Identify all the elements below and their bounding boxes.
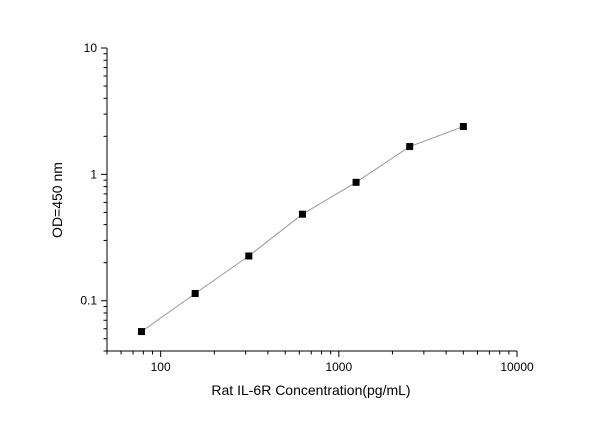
data-point bbox=[138, 328, 146, 336]
axes bbox=[106, 48, 517, 352]
data-point bbox=[459, 123, 467, 131]
x-axis-label: Rat IL-6R Concentration(pg/mL) bbox=[211, 382, 410, 398]
y-tick-label: 0.1 bbox=[80, 294, 97, 308]
series-line bbox=[141, 126, 464, 332]
data-point bbox=[298, 210, 306, 218]
x-tick-label: 10000 bbox=[500, 360, 534, 374]
ticks: 100 1000 10000 0.1 1 10 bbox=[80, 41, 534, 374]
data-point bbox=[406, 143, 414, 151]
y-tick-label: 1 bbox=[90, 167, 97, 181]
y-tick-label: 10 bbox=[84, 41, 98, 55]
data-point bbox=[191, 290, 199, 298]
data-point bbox=[352, 178, 360, 186]
x-tick-label: 100 bbox=[151, 360, 171, 374]
series bbox=[138, 123, 467, 336]
data-point bbox=[245, 252, 253, 260]
x-tick-label: 1000 bbox=[325, 360, 352, 374]
y-axis-label: OD=450 nm bbox=[49, 162, 65, 238]
